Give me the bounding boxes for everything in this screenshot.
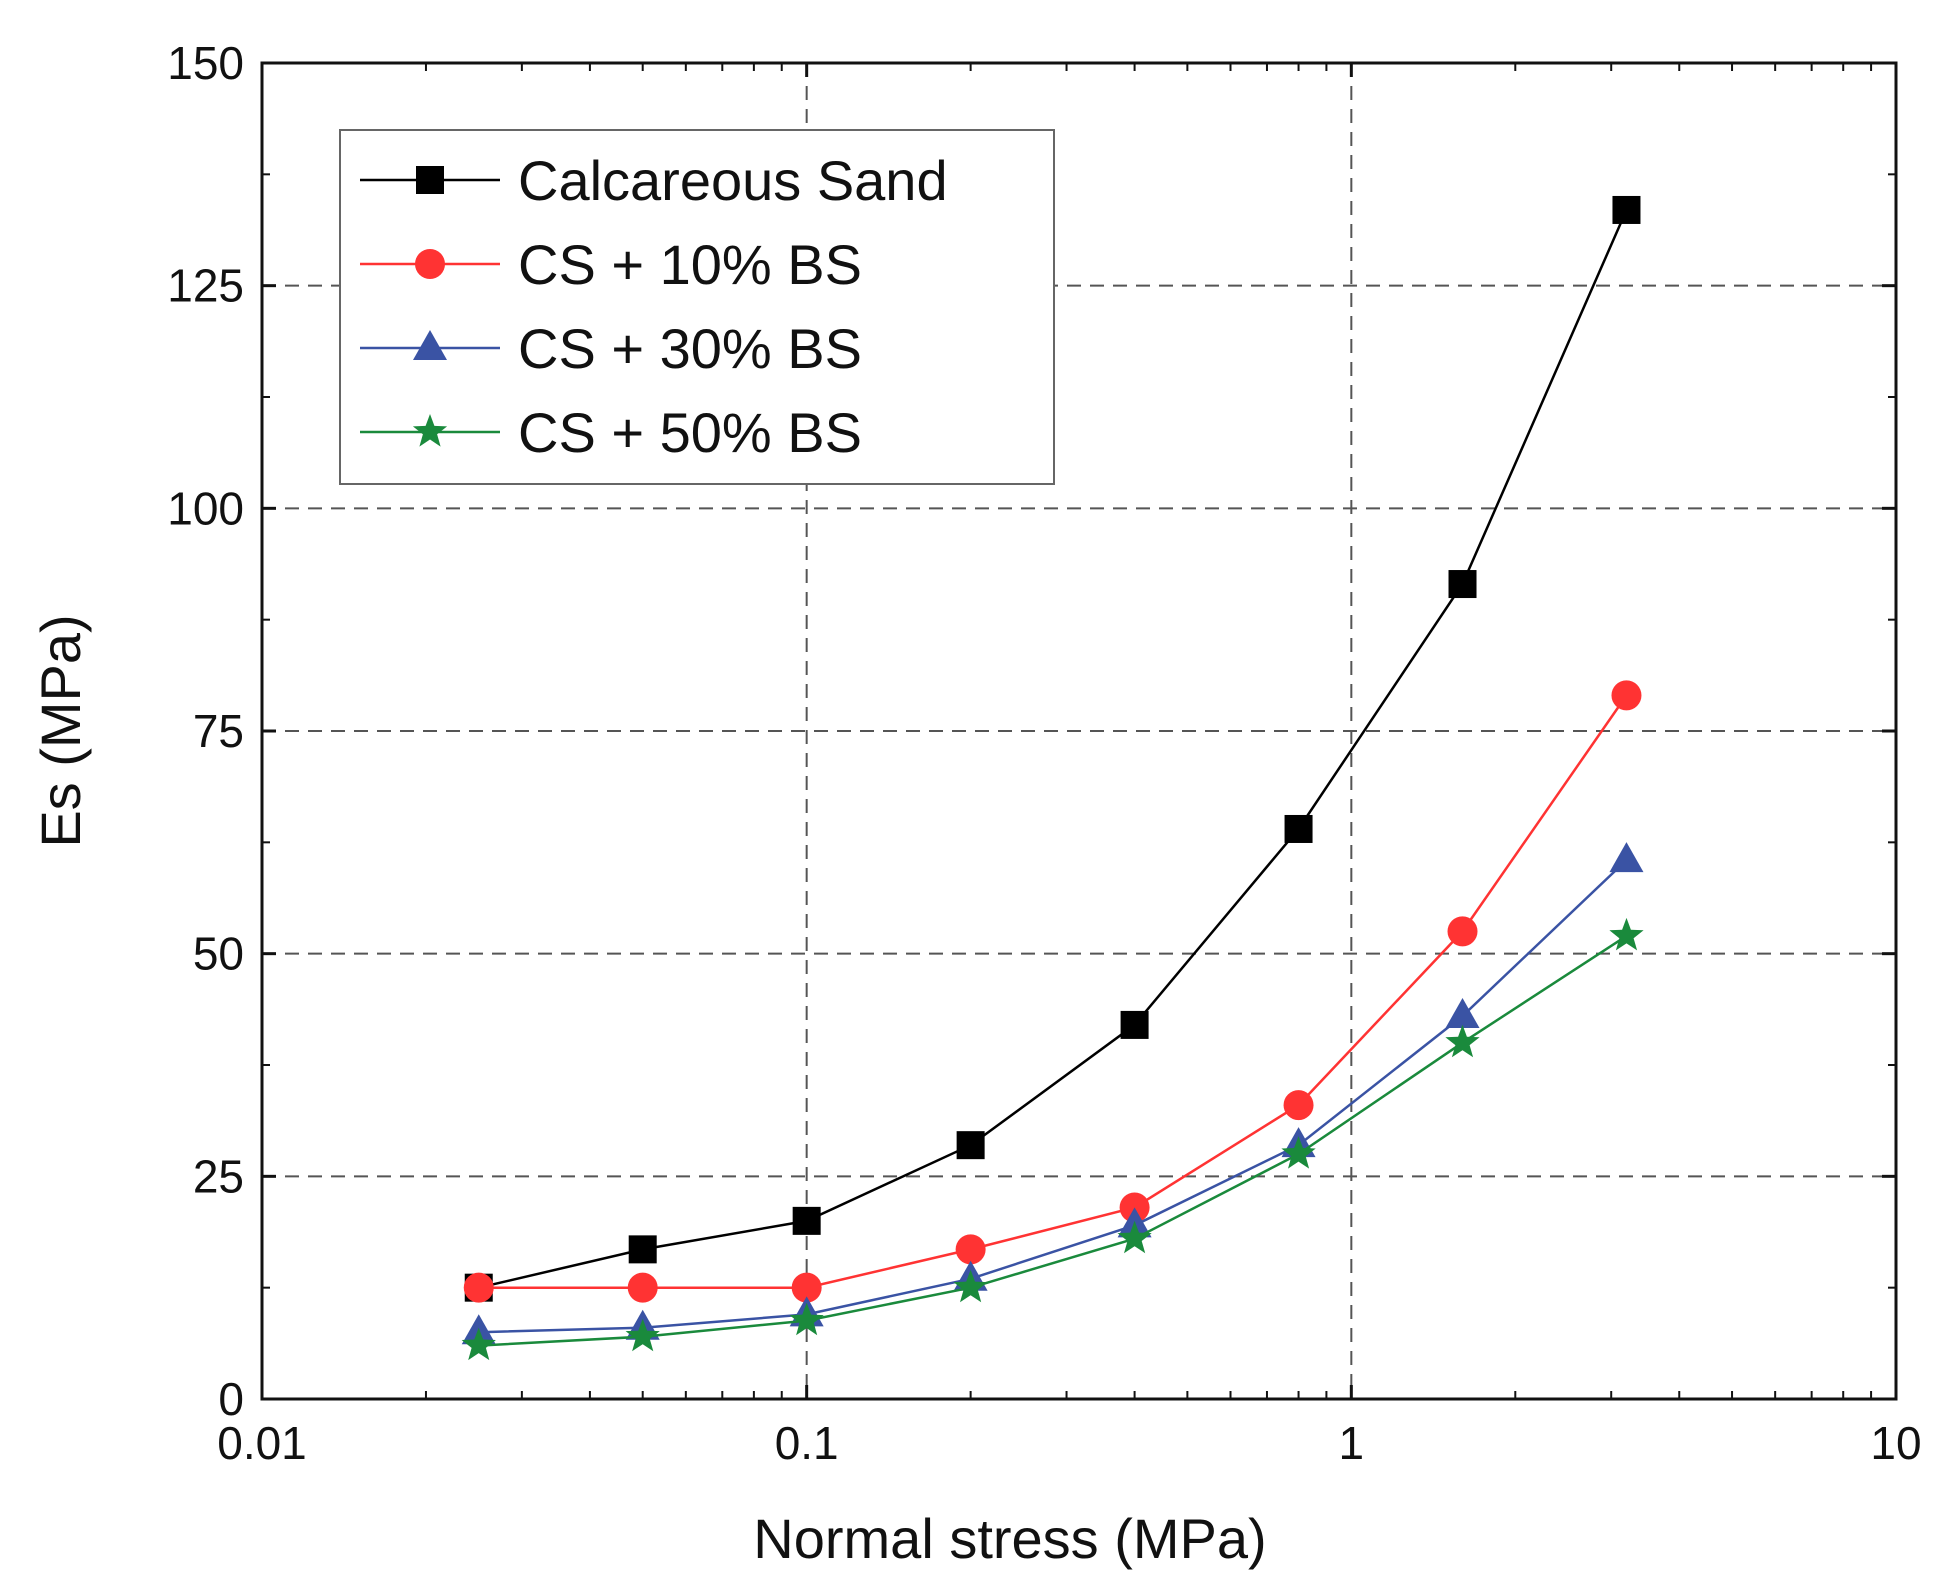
data-point (956, 1131, 985, 1160)
data-point (1447, 916, 1478, 947)
data-point (1612, 195, 1641, 224)
data-point (627, 1272, 658, 1303)
legend-item: Calcareous Sand (360, 149, 948, 212)
data-point (463, 1272, 494, 1303)
data-point (1284, 814, 1313, 843)
x-tick-label: 1 (1339, 1417, 1365, 1469)
data-point (792, 1206, 821, 1235)
grid (262, 63, 1896, 1399)
legend-item: CS + 50% BS (360, 401, 862, 464)
data-point (953, 1269, 988, 1303)
data-point (625, 1318, 660, 1352)
legend-marker (412, 414, 448, 447)
data-point (1281, 1136, 1316, 1169)
data-point (1120, 1010, 1149, 1039)
series-line (478, 934, 1628, 1347)
data-point (1611, 680, 1642, 711)
y-tick-label: 50 (193, 928, 244, 980)
x-tick-label: 10 (1870, 1417, 1921, 1469)
data-point (1445, 1024, 1480, 1058)
y-tick-label: 25 (193, 1150, 244, 1202)
data-point (789, 1302, 824, 1336)
series-line (478, 209, 1628, 1289)
y-tick-label: 150 (167, 37, 244, 89)
series-1 (463, 680, 1642, 1303)
legend-item: CS + 10% BS (360, 233, 862, 296)
legend-label: Calcareous Sand (518, 149, 948, 212)
y-axis-title: Es (MPa) (29, 614, 92, 847)
series-line (478, 859, 1628, 1334)
data-point (1609, 917, 1644, 951)
data-point (1117, 1220, 1152, 1254)
plot-frame (260, 61, 1898, 1401)
legend-marker (415, 249, 445, 279)
data-point (791, 1272, 822, 1303)
data-point (1283, 1090, 1314, 1121)
y-tick-label: 75 (193, 705, 244, 757)
series-line (478, 694, 1628, 1289)
data-point (955, 1234, 986, 1265)
legend-item: CS + 30% BS (360, 317, 862, 380)
x-tick-label: 0.01 (217, 1417, 307, 1469)
legend-box (339, 129, 1055, 485)
legend-marker (416, 166, 444, 194)
data-point (628, 1235, 657, 1264)
y-tick-label: 125 (167, 260, 244, 312)
legend-label: CS + 50% BS (518, 401, 862, 464)
data-point (461, 1327, 496, 1361)
series-3 (461, 917, 1644, 1361)
y-tick-label: 0 (218, 1373, 244, 1425)
data-point (1445, 998, 1480, 1029)
legend-label: CS + 30% BS (518, 317, 862, 380)
series-layer (461, 195, 1644, 1361)
tick-labels: 0 25 50 75 100 125 150 0.01 0.1 1 10 (167, 37, 1921, 1469)
data-point (1609, 842, 1644, 873)
legend: Calcareous Sand CS + 10% BS CS + 30% BS CS … (339, 129, 1055, 485)
x-axis-title: Normal stress (MPa) (753, 1507, 1266, 1570)
x-tick-label: 0.1 (775, 1417, 839, 1469)
legend-label: CS + 10% BS (518, 233, 862, 296)
y-tick-label: 100 (167, 482, 244, 534)
legend-marker (413, 330, 447, 360)
data-point (1448, 570, 1477, 599)
